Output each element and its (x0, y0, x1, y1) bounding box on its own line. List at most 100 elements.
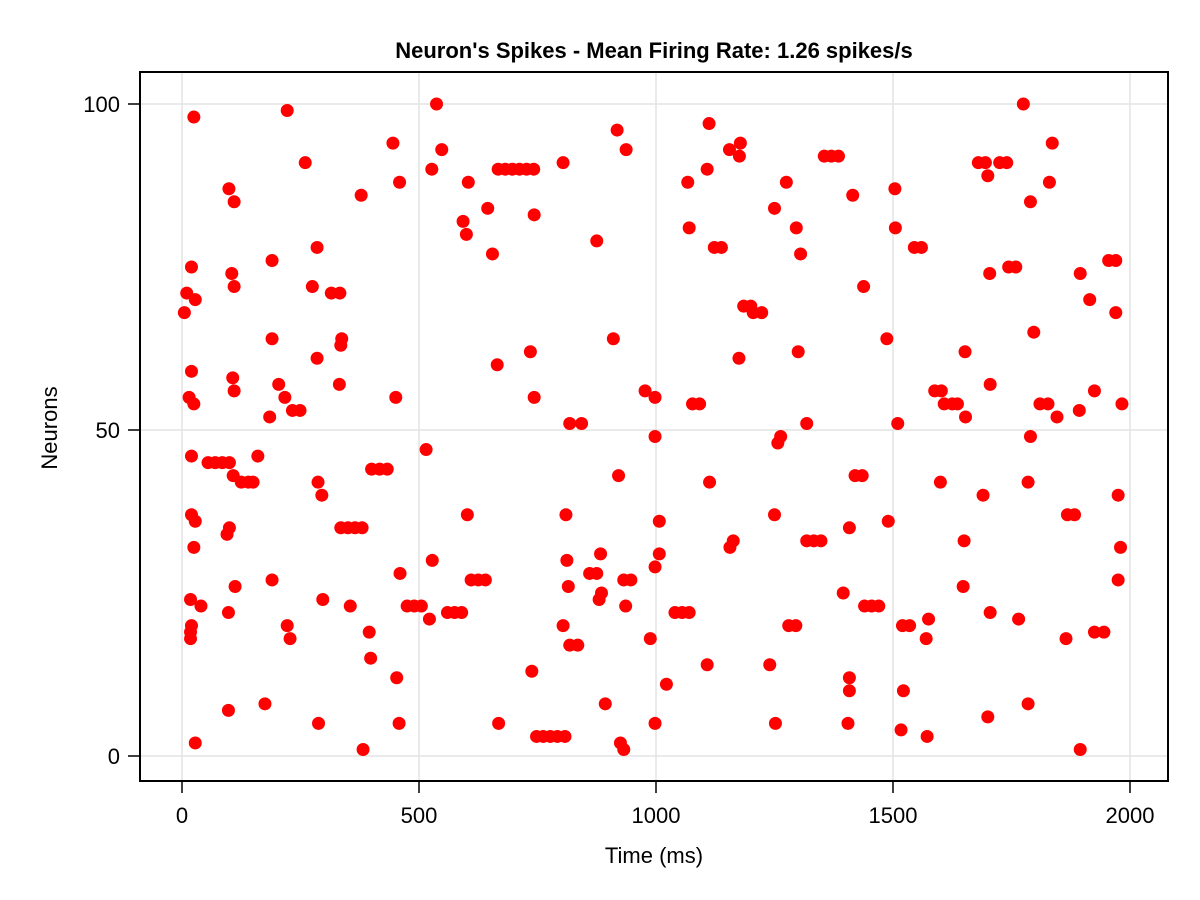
spike-point (983, 267, 997, 281)
spike-point (184, 449, 198, 463)
spike-point (263, 410, 277, 424)
spike-point (1087, 384, 1101, 398)
spike-point (187, 540, 201, 554)
spike-point (983, 377, 997, 391)
spike-point (612, 469, 626, 483)
spike-point (714, 240, 728, 254)
spike-point (1012, 612, 1026, 626)
spike-point (896, 684, 910, 698)
spike-point (184, 593, 198, 607)
plot-frame (139, 71, 1169, 782)
spike-point (682, 221, 696, 235)
spike-point (556, 156, 570, 170)
spike-point (184, 632, 198, 646)
spike-point (648, 390, 662, 404)
spike-point (575, 416, 589, 430)
spike-point (791, 345, 805, 359)
spike-point (702, 117, 716, 131)
spike-point (1021, 475, 1035, 489)
spike-point (732, 149, 746, 163)
spike-point (958, 345, 972, 359)
spike-point (523, 345, 537, 359)
spike-point (556, 619, 570, 633)
spike-point (280, 619, 294, 633)
spike-point (265, 332, 279, 346)
spike-point (755, 306, 769, 320)
spike-point (1045, 136, 1059, 150)
spike-point (188, 736, 202, 750)
spike-point (222, 456, 236, 470)
spike-point (525, 664, 539, 678)
spike-point (354, 188, 368, 202)
spike-point (478, 573, 492, 587)
spike-point (311, 475, 325, 489)
spike-point (722, 143, 736, 157)
spike-point (700, 658, 714, 672)
spike-point (490, 358, 504, 372)
spike-point (571, 638, 585, 652)
spike-point (481, 201, 495, 215)
spike-point (922, 612, 936, 626)
spike-point (1072, 403, 1086, 417)
y-axis-label: Neurons (37, 386, 62, 469)
chart-title: Neuron's Spikes - Mean Firing Rate: 1.26… (395, 38, 913, 63)
spike-point (903, 619, 917, 633)
spike-point (1111, 488, 1125, 502)
x-tick-label: 1500 (869, 803, 918, 828)
spike-point (221, 606, 235, 620)
spike-point (592, 593, 606, 607)
spike-point (919, 632, 933, 646)
spike-point (393, 175, 407, 189)
spike-point (227, 280, 241, 294)
spike-point (392, 716, 406, 730)
spike-point (184, 364, 198, 378)
spike-point (228, 579, 242, 593)
y-tick-label: 100 (83, 92, 120, 117)
spike-point (1097, 625, 1111, 639)
spike-point (425, 162, 439, 176)
spike-point (814, 534, 828, 548)
spike-point (638, 384, 652, 398)
spike-point (1059, 632, 1073, 646)
spike-point (560, 553, 574, 567)
spike-point (390, 671, 404, 685)
spike-point (768, 716, 782, 730)
spike-point (846, 188, 860, 202)
spike-point (1083, 293, 1097, 307)
spike-point (222, 182, 236, 196)
spike-point (422, 612, 436, 626)
spike-point (648, 430, 662, 444)
spike-point (563, 416, 577, 430)
spike-point (1041, 397, 1055, 411)
spike-point (606, 332, 620, 346)
spike-point (184, 260, 198, 274)
spike-point (1087, 625, 1101, 639)
spike-point (610, 123, 624, 137)
spike-point (258, 697, 272, 711)
spike-point (225, 267, 239, 281)
spike-point (831, 149, 845, 163)
spike-point (1111, 573, 1125, 587)
spike-point (386, 136, 400, 150)
spike-point (527, 208, 541, 222)
spike-point (888, 182, 902, 196)
spike-point (956, 579, 970, 593)
spike-point (681, 175, 695, 189)
spike-point (226, 371, 240, 385)
spike-point (362, 625, 376, 639)
spike-point (459, 227, 473, 241)
spike-point (768, 201, 781, 215)
spike-point (1021, 697, 1035, 711)
spike-point (842, 671, 856, 685)
spike-point (1042, 175, 1056, 189)
spike-point (227, 384, 241, 398)
spike-point (779, 175, 793, 189)
spike-point (624, 573, 638, 587)
spike-point (983, 606, 997, 620)
spike-point (561, 579, 575, 593)
gridlines (140, 72, 1168, 781)
spike-point (881, 514, 895, 528)
spike-point (310, 351, 324, 365)
spike-point (265, 253, 279, 267)
